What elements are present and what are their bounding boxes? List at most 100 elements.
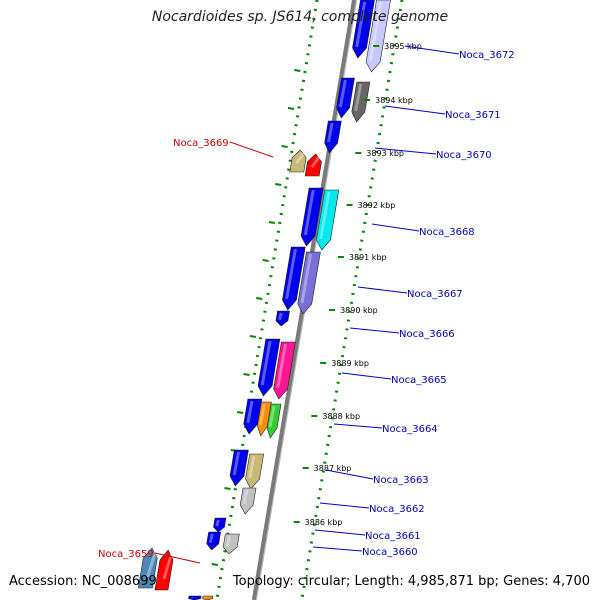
gene-feature-cds[interactable] — [282, 246, 306, 311]
gene-feature-cds[interactable] — [257, 338, 281, 397]
gene-feature-orange[interactable] — [257, 401, 272, 437]
kbp-tick-label: 3889 kbp — [331, 359, 369, 368]
gene-label-leader — [374, 147, 437, 155]
gene-feature-red[interactable] — [154, 549, 174, 591]
gene-label-leader — [229, 141, 274, 158]
gene-feature-shade — [300, 253, 313, 304]
gene-feature-shade — [368, 1, 383, 62]
gene-feature-shade — [303, 189, 315, 236]
gene-feature-cds[interactable] — [213, 517, 227, 533]
gene-feature-shade — [258, 403, 266, 426]
gene-feature-shade — [295, 151, 306, 165]
gene-feature-shade — [248, 455, 256, 479]
ring-tick-mark — [281, 145, 288, 148]
genome-summary-text: Topology: circular; Length: 4,985,871 bp… — [232, 574, 590, 589]
ring-tick-mark — [287, 107, 295, 110]
gene-label-leader — [333, 423, 383, 429]
gene-label-noca-3659[interactable]: Noca_3659 — [98, 549, 154, 560]
gene-feature-khaki[interactable] — [289, 149, 307, 173]
gene-feature-pink[interactable] — [273, 341, 296, 400]
accession-text: Accession: NC_008699 — [9, 574, 157, 589]
gene-feature-shade — [225, 535, 231, 547]
gene-feature-shade — [285, 248, 297, 300]
map-title: Nocardioides sp. JS614, complete genome — [151, 9, 449, 25]
gene-label-leader — [314, 529, 366, 536]
gene-feature-shade — [260, 340, 272, 386]
ring-tick-mark — [256, 297, 263, 300]
gene-label-leader — [404, 45, 460, 55]
gene-label-leader — [154, 552, 201, 564]
gene-feature-cds[interactable] — [324, 120, 342, 154]
kbp-tick-label: 3893 kbp — [366, 149, 404, 158]
gene-label-leader — [357, 286, 408, 294]
gene-label-noca-3663[interactable]: Noca_3663 — [373, 475, 429, 486]
gene-label-leader — [325, 469, 374, 480]
gene-feature-red[interactable] — [304, 153, 322, 177]
gene-feature-shade — [276, 343, 288, 389]
gene-feature-slate[interactable] — [297, 251, 321, 315]
gene-label-noca-3666[interactable]: Noca_3666 — [399, 329, 455, 340]
gene-label-noca-3671[interactable]: Noca_3671 — [445, 110, 501, 121]
gene-label-leader — [371, 223, 420, 232]
gene-feature-shade — [246, 400, 254, 424]
gene-label-noca-3669[interactable]: Noca_3669 — [173, 138, 229, 149]
gene-feature-cds[interactable] — [206, 531, 222, 551]
gene-feature-shade — [354, 83, 363, 112]
gene-feature-cds[interactable] — [275, 310, 290, 327]
gene-feature-khaki[interactable] — [245, 453, 265, 490]
gene-label-noca-3668[interactable]: Noca_3668 — [419, 227, 475, 238]
kbp-tick-label: 3890 kbp — [340, 306, 378, 315]
kbp-tick-label: 3886 kbp — [305, 518, 343, 527]
gene-feature-shade — [208, 533, 214, 544]
gene-feature-shade — [242, 489, 249, 505]
gene-feature-green[interactable] — [266, 403, 282, 439]
gene-feature-cds[interactable] — [352, 0, 375, 59]
gene-feature-shade — [146, 549, 158, 578]
gene-feature-cds[interactable] — [300, 187, 324, 247]
ring-tick-mark — [275, 183, 282, 186]
gene-label-noca-3660[interactable]: Noca_3660 — [362, 547, 418, 558]
gene-label-noca-3665[interactable]: Noca_3665 — [391, 375, 447, 386]
gene-label-noca-3662[interactable]: Noca_3662 — [369, 504, 425, 515]
ring-tick-mark — [237, 411, 244, 414]
gene-feature-cds[interactable] — [229, 449, 249, 487]
gene-label-noca-3667[interactable]: Noca_3667 — [407, 289, 463, 300]
gene-label-noca-3670[interactable]: Noca_3670 — [436, 150, 492, 161]
gene-feature-gray[interactable] — [351, 81, 371, 123]
gene-feature-lavender[interactable] — [365, 0, 391, 73]
kbp-tick-label: 3891 kbp — [349, 253, 387, 262]
gene-feature-cds[interactable] — [188, 595, 202, 600]
gene-feature-cds[interactable] — [243, 398, 263, 435]
ring-tick-mark — [243, 373, 250, 376]
gene-feature-cds[interactable] — [336, 77, 355, 119]
ring-tick-mark — [262, 259, 269, 262]
gene-feature-shade — [327, 122, 334, 143]
gene-label-noca-3664[interactable]: Noca_3664 — [382, 424, 438, 435]
gene-label-leader — [319, 502, 370, 509]
gene-feature-silver[interactable] — [222, 533, 240, 555]
kbp-tick-label: 3894 kbp — [375, 96, 413, 105]
gene-label-leader — [341, 372, 392, 380]
gene-feature-shade — [310, 155, 322, 169]
gene-feature-shade — [232, 451, 241, 476]
gene-feature-shade — [319, 191, 331, 240]
gene-feature-shade — [338, 79, 347, 108]
ring-tick-mark — [224, 487, 231, 490]
gene-feature-orange[interactable] — [202, 595, 214, 600]
gene-feature-steel[interactable] — [137, 547, 158, 589]
gene-label-leader — [384, 105, 446, 115]
kbp-tick-label: 3888 kbp — [322, 412, 360, 421]
ring-tick-mark — [249, 335, 257, 338]
gene-label-noca-3672[interactable]: Noca_3672 — [459, 50, 515, 61]
gene-feature-cyan[interactable] — [316, 189, 340, 251]
kbp-tick-label: 3895 kbp — [384, 42, 422, 51]
gene-label-noca-3661[interactable]: Noca_3661 — [365, 531, 421, 542]
gene-label-leader — [349, 327, 400, 334]
gene-feature-shade — [278, 312, 283, 321]
ring-tick-mark — [294, 69, 301, 72]
gene-feature-shade — [355, 1, 367, 48]
gene-feature-silver[interactable] — [239, 487, 257, 515]
ring-tick-mark — [211, 563, 218, 566]
